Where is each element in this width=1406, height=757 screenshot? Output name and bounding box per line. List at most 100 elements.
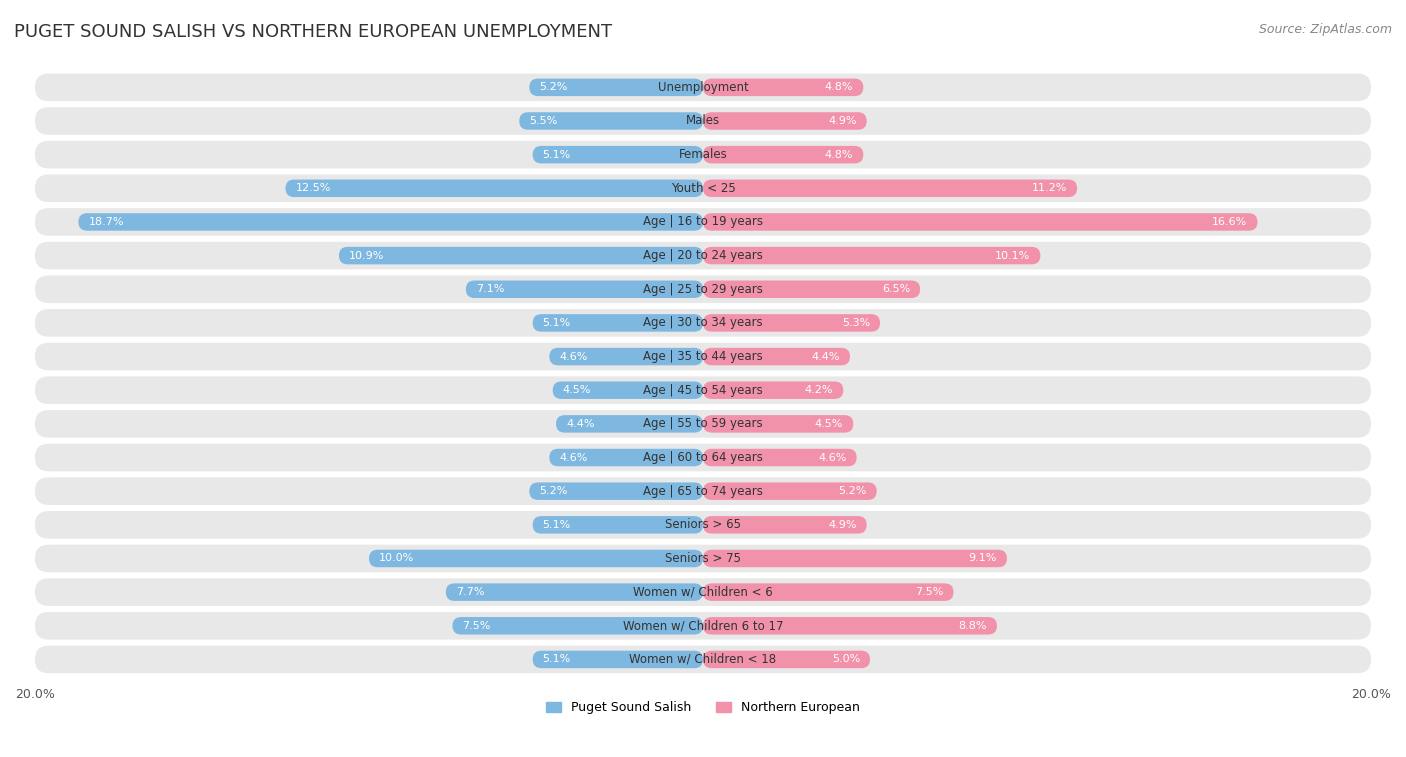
FancyBboxPatch shape: [368, 550, 703, 567]
Text: 10.9%: 10.9%: [349, 251, 384, 260]
Text: Source: ZipAtlas.com: Source: ZipAtlas.com: [1258, 23, 1392, 36]
Text: 4.9%: 4.9%: [828, 116, 856, 126]
Text: Age | 60 to 64 years: Age | 60 to 64 years: [643, 451, 763, 464]
Text: 10.1%: 10.1%: [995, 251, 1031, 260]
FancyBboxPatch shape: [703, 213, 1257, 231]
Text: 18.7%: 18.7%: [89, 217, 124, 227]
FancyBboxPatch shape: [703, 617, 997, 634]
Text: 5.0%: 5.0%: [832, 655, 860, 665]
FancyBboxPatch shape: [550, 347, 703, 366]
FancyBboxPatch shape: [35, 646, 1371, 673]
FancyBboxPatch shape: [703, 482, 877, 500]
FancyBboxPatch shape: [703, 314, 880, 332]
Text: 4.2%: 4.2%: [804, 385, 834, 395]
FancyBboxPatch shape: [35, 175, 1371, 202]
FancyBboxPatch shape: [35, 309, 1371, 337]
Text: 5.1%: 5.1%: [543, 150, 571, 160]
Text: 5.3%: 5.3%: [842, 318, 870, 328]
FancyBboxPatch shape: [703, 449, 856, 466]
Text: Women w/ Children < 6: Women w/ Children < 6: [633, 586, 773, 599]
FancyBboxPatch shape: [703, 516, 866, 534]
FancyBboxPatch shape: [339, 247, 703, 264]
FancyBboxPatch shape: [550, 449, 703, 466]
FancyBboxPatch shape: [703, 550, 1007, 567]
FancyBboxPatch shape: [703, 146, 863, 164]
Text: Age | 30 to 34 years: Age | 30 to 34 years: [643, 316, 763, 329]
Text: Youth < 25: Youth < 25: [671, 182, 735, 195]
FancyBboxPatch shape: [35, 444, 1371, 472]
Text: Females: Females: [679, 148, 727, 161]
Text: 4.6%: 4.6%: [818, 453, 846, 463]
Text: 4.8%: 4.8%: [825, 150, 853, 160]
Text: 9.1%: 9.1%: [969, 553, 997, 563]
FancyBboxPatch shape: [35, 107, 1371, 135]
FancyBboxPatch shape: [703, 651, 870, 668]
Text: Age | 16 to 19 years: Age | 16 to 19 years: [643, 216, 763, 229]
FancyBboxPatch shape: [285, 179, 703, 197]
Text: 6.5%: 6.5%: [882, 285, 910, 294]
FancyBboxPatch shape: [35, 276, 1371, 303]
FancyBboxPatch shape: [35, 241, 1371, 269]
Text: 7.1%: 7.1%: [475, 285, 505, 294]
Text: Women w/ Children < 18: Women w/ Children < 18: [630, 653, 776, 666]
Text: 4.6%: 4.6%: [560, 453, 588, 463]
Text: Age | 20 to 24 years: Age | 20 to 24 years: [643, 249, 763, 262]
Text: Women w/ Children 6 to 17: Women w/ Children 6 to 17: [623, 619, 783, 632]
FancyBboxPatch shape: [533, 651, 703, 668]
Text: Age | 45 to 54 years: Age | 45 to 54 years: [643, 384, 763, 397]
FancyBboxPatch shape: [35, 511, 1371, 539]
FancyBboxPatch shape: [703, 415, 853, 432]
Text: Seniors > 75: Seniors > 75: [665, 552, 741, 565]
Text: Unemployment: Unemployment: [658, 81, 748, 94]
FancyBboxPatch shape: [533, 516, 703, 534]
Text: 7.5%: 7.5%: [915, 587, 943, 597]
FancyBboxPatch shape: [35, 141, 1371, 169]
Text: 4.8%: 4.8%: [825, 83, 853, 92]
FancyBboxPatch shape: [35, 410, 1371, 438]
FancyBboxPatch shape: [79, 213, 703, 231]
Text: 4.4%: 4.4%: [567, 419, 595, 429]
FancyBboxPatch shape: [533, 314, 703, 332]
FancyBboxPatch shape: [35, 376, 1371, 404]
Text: 4.9%: 4.9%: [828, 520, 856, 530]
FancyBboxPatch shape: [446, 584, 703, 601]
FancyBboxPatch shape: [703, 179, 1077, 197]
FancyBboxPatch shape: [703, 584, 953, 601]
FancyBboxPatch shape: [35, 478, 1371, 505]
Text: Age | 35 to 44 years: Age | 35 to 44 years: [643, 350, 763, 363]
Text: 10.0%: 10.0%: [380, 553, 415, 563]
FancyBboxPatch shape: [555, 415, 703, 432]
Text: 7.7%: 7.7%: [456, 587, 484, 597]
FancyBboxPatch shape: [465, 281, 703, 298]
Text: 5.1%: 5.1%: [543, 318, 571, 328]
FancyBboxPatch shape: [529, 482, 703, 500]
Text: 4.5%: 4.5%: [562, 385, 591, 395]
Text: Seniors > 65: Seniors > 65: [665, 519, 741, 531]
Legend: Puget Sound Salish, Northern European: Puget Sound Salish, Northern European: [546, 701, 860, 714]
Text: Age | 25 to 29 years: Age | 25 to 29 years: [643, 283, 763, 296]
FancyBboxPatch shape: [35, 343, 1371, 370]
FancyBboxPatch shape: [35, 545, 1371, 572]
FancyBboxPatch shape: [703, 347, 851, 366]
Text: 12.5%: 12.5%: [295, 183, 330, 193]
FancyBboxPatch shape: [529, 79, 703, 96]
Text: 5.5%: 5.5%: [529, 116, 558, 126]
Text: Age | 55 to 59 years: Age | 55 to 59 years: [643, 417, 763, 431]
Text: 5.1%: 5.1%: [543, 520, 571, 530]
Text: 4.5%: 4.5%: [815, 419, 844, 429]
FancyBboxPatch shape: [703, 247, 1040, 264]
FancyBboxPatch shape: [519, 112, 703, 129]
FancyBboxPatch shape: [35, 73, 1371, 101]
Text: PUGET SOUND SALISH VS NORTHERN EUROPEAN UNEMPLOYMENT: PUGET SOUND SALISH VS NORTHERN EUROPEAN …: [14, 23, 612, 41]
FancyBboxPatch shape: [553, 382, 703, 399]
Text: 5.2%: 5.2%: [540, 486, 568, 496]
FancyBboxPatch shape: [35, 578, 1371, 606]
Text: 7.5%: 7.5%: [463, 621, 491, 631]
Text: 4.4%: 4.4%: [811, 351, 839, 362]
FancyBboxPatch shape: [703, 112, 866, 129]
FancyBboxPatch shape: [453, 617, 703, 634]
FancyBboxPatch shape: [703, 281, 920, 298]
Text: 11.2%: 11.2%: [1032, 183, 1067, 193]
Text: 5.2%: 5.2%: [540, 83, 568, 92]
Text: Age | 65 to 74 years: Age | 65 to 74 years: [643, 484, 763, 497]
